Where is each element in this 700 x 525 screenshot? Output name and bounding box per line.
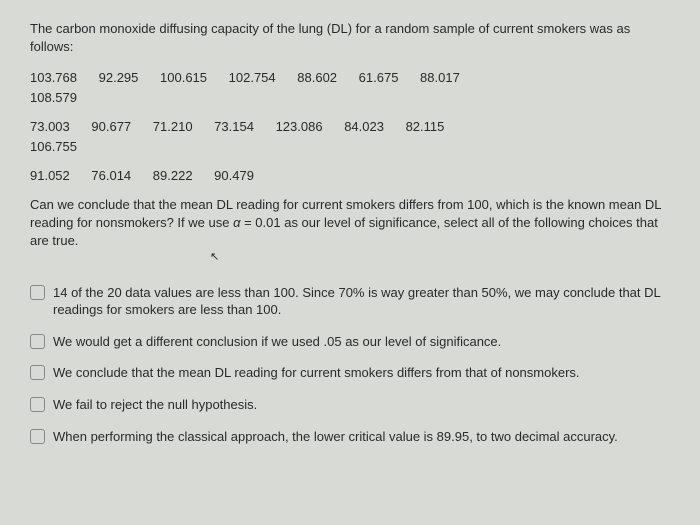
choice-text: 14 of the 20 data values are less than 1… <box>53 284 670 319</box>
data-block-2: 73.003 90.677 71.210 73.154 123.086 84.0… <box>30 117 670 156</box>
data-value: 90.479 <box>214 166 254 186</box>
data-block-1: 103.768 92.295 100.615 102.754 88.602 61… <box>30 68 670 107</box>
cursor-icon: ↖ <box>210 250 670 265</box>
data-value: 102.754 <box>229 68 276 88</box>
data-value: 92.295 <box>99 68 139 88</box>
choice-item[interactable]: We fail to reject the null hypothesis. <box>30 396 670 414</box>
data-value: 82.115 <box>406 117 445 137</box>
data-value: 88.017 <box>420 68 460 88</box>
choice-text: We conclude that the mean DL reading for… <box>53 364 580 382</box>
choice-item[interactable]: We would get a different conclusion if w… <box>30 333 670 351</box>
data-value: 73.154 <box>214 117 254 137</box>
checkbox-icon[interactable] <box>30 365 45 380</box>
data-value: 103.768 <box>30 68 77 88</box>
choice-item[interactable]: 14 of the 20 data values are less than 1… <box>30 284 670 319</box>
data-row-3: 91.052 76.014 89.222 90.479 <box>30 166 670 186</box>
data-value: 89.222 <box>153 166 193 186</box>
checkbox-icon[interactable] <box>30 397 45 412</box>
intro-text: The carbon monoxide diffusing capacity o… <box>30 20 670 56</box>
choice-text: We fail to reject the null hypothesis. <box>53 396 257 414</box>
data-row-1b: 108.579 <box>30 88 670 108</box>
data-value: 108.579 <box>30 88 77 108</box>
data-value: 71.210 <box>153 117 193 137</box>
data-value: 61.675 <box>359 68 399 88</box>
choice-item[interactable]: We conclude that the mean DL reading for… <box>30 364 670 382</box>
data-value: 73.003 <box>30 117 70 137</box>
data-value: 88.602 <box>297 68 337 88</box>
data-value: 91.052 <box>30 166 70 186</box>
question-text: Can we conclude that the mean DL reading… <box>30 196 670 266</box>
data-value: 90.677 <box>91 117 131 137</box>
checkbox-icon[interactable] <box>30 429 45 444</box>
checkbox-icon[interactable] <box>30 285 45 300</box>
checkbox-icon[interactable] <box>30 334 45 349</box>
data-value: 100.615 <box>160 68 207 88</box>
data-row-2b: 106.755 <box>30 137 670 157</box>
choice-text: We would get a different conclusion if w… <box>53 333 501 351</box>
data-row-2: 73.003 90.677 71.210 73.154 123.086 84.0… <box>30 117 670 137</box>
data-value: 106.755 <box>30 137 77 157</box>
data-block-3: 91.052 76.014 89.222 90.479 <box>30 166 670 186</box>
data-value: 84.023 <box>344 117 384 137</box>
choice-item[interactable]: When performing the classical approach, … <box>30 428 670 446</box>
data-value: 76.014 <box>91 166 131 186</box>
data-row-1: 103.768 92.295 100.615 102.754 88.602 61… <box>30 68 670 88</box>
choice-text: When performing the classical approach, … <box>53 428 618 446</box>
data-value: 123.086 <box>276 117 323 137</box>
